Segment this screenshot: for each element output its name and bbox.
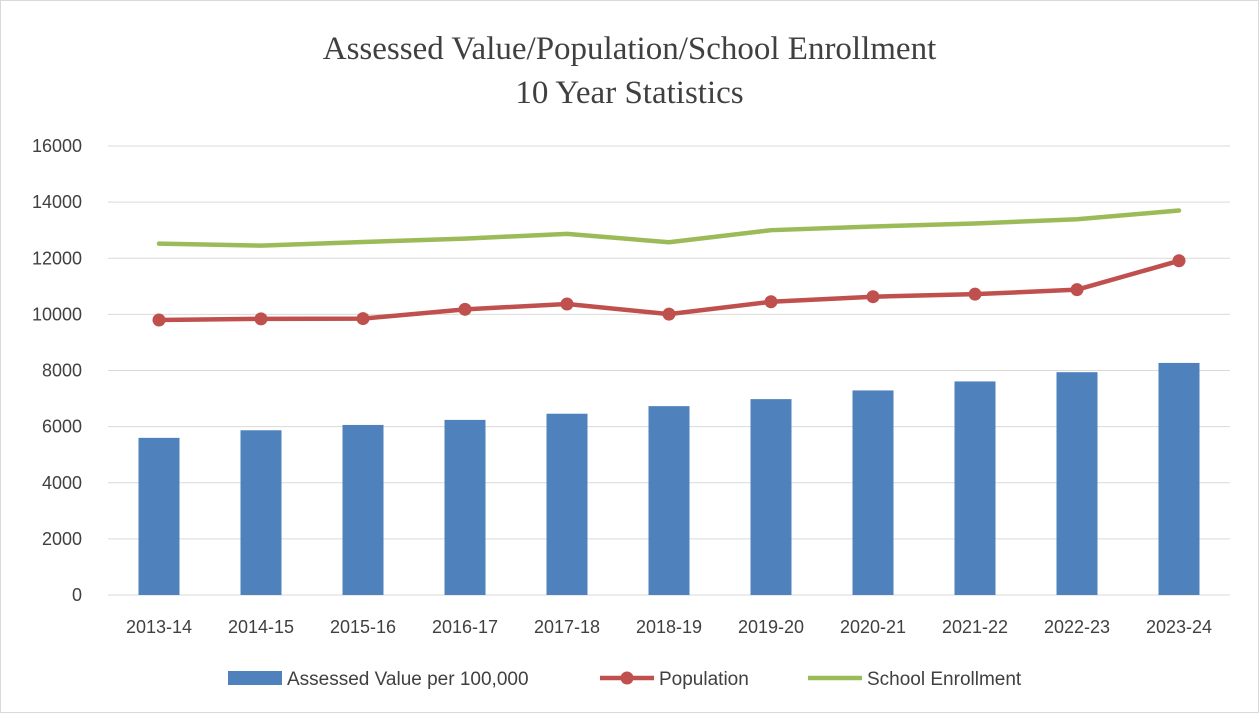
- data-point: [254, 312, 268, 326]
- x-tick-label: 2014-15: [228, 617, 294, 637]
- bar: [546, 413, 588, 595]
- bar: [342, 424, 384, 595]
- data-point: [356, 312, 370, 326]
- x-tick-label: 2017-18: [534, 617, 600, 637]
- x-tick-label: 2018-19: [636, 617, 702, 637]
- bar: [240, 430, 282, 595]
- chart-title: Assessed Value/Population/School Enrollm…: [322, 31, 937, 67]
- data-point: [560, 297, 574, 311]
- y-tick-label: 0: [72, 585, 82, 605]
- data-point: [1172, 254, 1186, 268]
- legend-label: Population: [659, 669, 749, 690]
- y-tick-label: 8000: [42, 361, 82, 381]
- data-point: [152, 313, 166, 327]
- legend-label: Assessed Value per 100,000: [287, 669, 529, 690]
- legend-swatch: [228, 671, 282, 685]
- chart-subtitle: 10 Year Statistics: [515, 75, 744, 111]
- y-tick-label: 14000: [32, 192, 82, 212]
- x-tick-label: 2023-24: [1146, 617, 1212, 637]
- x-tick-label: 2013-14: [126, 617, 192, 637]
- y-tick-label: 2000: [42, 529, 82, 549]
- x-tick-label: 2019-20: [738, 617, 804, 637]
- x-tick-label: 2015-16: [330, 617, 396, 637]
- x-tick-label: 2020-21: [840, 617, 906, 637]
- series-line: [156, 208, 1182, 248]
- data-point: [968, 287, 982, 301]
- data-point: [662, 307, 676, 321]
- x-tick-label: 2021-22: [942, 617, 1008, 637]
- data-point: [866, 290, 880, 304]
- bar: [138, 437, 180, 595]
- x-tick-label: 2022-23: [1044, 617, 1110, 637]
- legend-label: School Enrollment: [867, 669, 1022, 690]
- bar: [444, 419, 486, 595]
- bar: [648, 406, 690, 595]
- bar: [750, 399, 792, 595]
- bar: [1158, 362, 1200, 595]
- bar: [1056, 372, 1098, 595]
- bar: [852, 390, 894, 595]
- y-tick-label: 6000: [42, 417, 82, 437]
- y-tick-label: 4000: [42, 473, 82, 493]
- y-tick-label: 16000: [32, 136, 82, 156]
- legend-marker: [620, 671, 634, 685]
- data-point: [764, 295, 778, 309]
- data-point: [458, 302, 472, 316]
- y-tick-label: 12000: [32, 248, 82, 268]
- bar: [954, 381, 996, 595]
- data-point: [1070, 283, 1084, 297]
- x-tick-label: 2016-17: [432, 617, 498, 637]
- y-tick-label: 10000: [32, 304, 82, 324]
